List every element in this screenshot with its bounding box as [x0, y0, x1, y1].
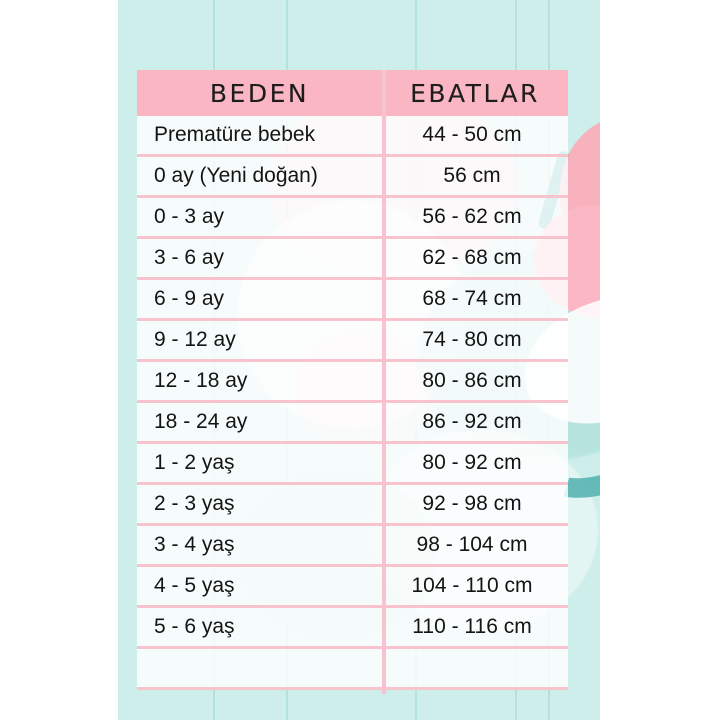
cell-size: 2 - 3 yaş — [154, 492, 235, 515]
cell-measure: 74 - 80 cm — [422, 328, 522, 351]
cell-measure: 56 cm — [443, 164, 501, 187]
cell-size: 4 - 5 yaş — [154, 574, 235, 597]
cell-measure: 68 - 74 cm — [422, 287, 522, 310]
table-row: 3 - 6 ay 62 - 68 cm — [137, 239, 568, 280]
table-row: 2 - 3 yaş 92 - 98 cm — [137, 485, 568, 526]
cell-measure: 80 - 92 cm — [422, 451, 522, 474]
column-header-size: BEDEN — [209, 78, 310, 108]
cell-size: 5 - 6 yaş — [154, 615, 235, 638]
cell-measure: 62 - 68 cm — [422, 246, 522, 269]
cell-measure: 98 - 104 cm — [416, 533, 528, 556]
cell-measure: 44 - 50 cm — [422, 123, 522, 146]
cell-size: Prematüre bebek — [154, 123, 316, 146]
column-header-measure: EBATLAR — [410, 78, 540, 108]
table-row: 3 - 4 yaş 98 - 104 cm — [137, 526, 568, 567]
cell-size: 3 - 4 yaş — [154, 533, 235, 556]
table-row: 5 - 6 yaş 110 - 116 cm — [137, 608, 568, 649]
cell-measure: 80 - 86 cm — [422, 369, 522, 392]
table-row: 18 - 24 ay 86 - 92 cm — [137, 403, 568, 444]
cell-size: 0 - 3 ay — [154, 205, 225, 228]
cell-size: 9 - 12 ay — [154, 328, 236, 351]
table-row — [137, 649, 568, 690]
cell-size — [137, 649, 382, 687]
cell-size: 18 - 24 ay — [154, 410, 248, 433]
size-guide-table: BEDEN EBATLAR Prematüre bebek 44 - 50 cm… — [137, 70, 568, 690]
cell-size: 12 - 18 ay — [154, 369, 248, 392]
table-header-row: BEDEN EBATLAR — [137, 70, 568, 116]
table-row: 0 - 3 ay 56 - 62 cm — [137, 198, 568, 239]
cell-measure — [382, 649, 568, 687]
cell-size: 0 ay (Yeni doğan) — [154, 164, 318, 187]
cell-measure: 104 - 110 cm — [411, 574, 533, 597]
table-row: 1 - 2 yaş 80 - 92 cm — [137, 444, 568, 485]
cell-measure: 56 - 62 cm — [422, 205, 522, 228]
cell-size: 6 - 9 ay — [154, 287, 225, 310]
table-row: Prematüre bebek 44 - 50 cm — [137, 116, 568, 157]
table-row: 4 - 5 yaş 104 - 110 cm — [137, 567, 568, 608]
cell-measure: 86 - 92 cm — [422, 410, 522, 433]
column-divider — [382, 70, 386, 694]
table-row: 9 - 12 ay 74 - 80 cm — [137, 321, 568, 362]
cell-size: 1 - 2 yaş — [154, 451, 235, 474]
table-row: 0 ay (Yeni doğan) 56 cm — [137, 157, 568, 198]
cell-measure: 110 - 116 cm — [412, 615, 532, 638]
cell-size: 3 - 6 ay — [154, 246, 225, 269]
cell-measure: 92 - 98 cm — [422, 492, 522, 515]
table-row: 12 - 18 ay 80 - 86 cm — [137, 362, 568, 403]
table-row: 6 - 9 ay 68 - 74 cm — [137, 280, 568, 321]
